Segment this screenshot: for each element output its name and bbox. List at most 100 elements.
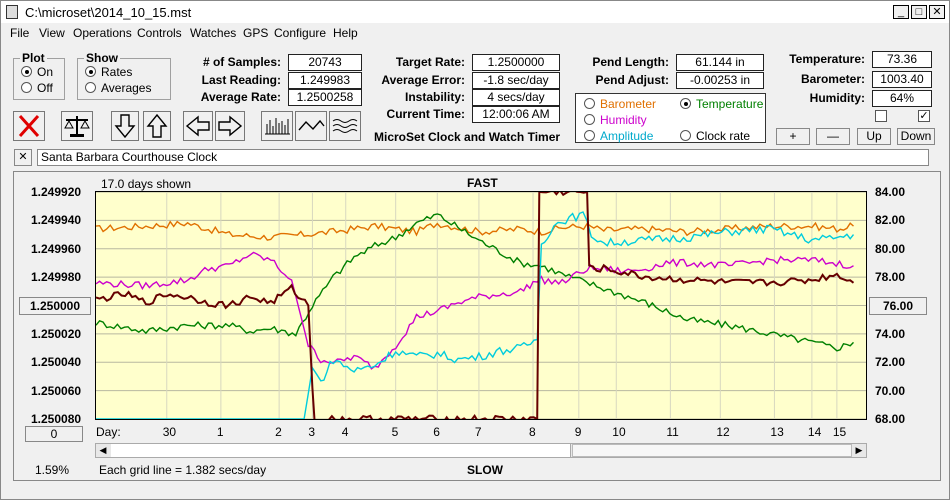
right-checkbox[interactable]: ✓ <box>918 110 930 122</box>
show-averages-radio[interactable]: Averages <box>85 81 151 95</box>
scroll-left-icon[interactable]: ◀ <box>99 445 107 455</box>
radio-dot-icon <box>85 82 96 93</box>
instability-label: Instability: <box>404 90 465 104</box>
legend-clock-rate-radio[interactable]: Clock rate <box>680 129 750 143</box>
legend-clock-rate-label: Clock rate <box>696 129 751 143</box>
x-axis-tick: 12 <box>716 425 730 439</box>
menu-help[interactable]: Help <box>333 26 358 40</box>
left-axis-tick: 1.250080 <box>31 412 82 426</box>
last-reading-value: 1.249983 <box>288 72 362 89</box>
arrow-right-icon <box>218 115 243 137</box>
menu-bar: File View Operations Controls Watches GP… <box>1 23 949 43</box>
arrow-down-button[interactable] <box>111 111 139 141</box>
average-error-value: -1.8 sec/day <box>472 72 560 89</box>
plot-off-label: Off <box>37 81 53 95</box>
scrollbar-thumb[interactable] <box>572 444 852 457</box>
left-axis-tick: 1.250020 <box>31 326 82 341</box>
menu-gps[interactable]: GPS <box>243 26 269 40</box>
reset-button[interactable] <box>13 111 45 141</box>
menu-view[interactable]: View <box>39 26 65 40</box>
humidity-label: Humidity: <box>809 91 865 105</box>
x-axis-tick: 5 <box>391 425 399 439</box>
humidity-value: 64% <box>872 90 932 107</box>
series-line-amplitude <box>96 211 855 420</box>
legend-temperature-radio[interactable]: Temperature <box>680 97 763 111</box>
right-cursor-value[interactable]: 76.00 <box>869 297 927 315</box>
show-rates-radio[interactable]: Rates <box>85 65 132 79</box>
bar-graph-icon <box>265 118 290 135</box>
series-line-clock-rate <box>95 188 855 424</box>
temperature-value: 73.36 <box>872 51 932 68</box>
average-rate-value: 1.2500258 <box>288 89 362 106</box>
day-offset-button[interactable]: 0 <box>25 426 83 442</box>
legend-temperature-label: Temperature <box>696 97 764 111</box>
plus-button[interactable]: + <box>776 128 810 145</box>
x-axis-tick: 8 <box>529 425 536 439</box>
balance-scale-icon <box>64 116 90 137</box>
samples-value: 20743 <box>288 54 362 71</box>
app-title-label: MicroSet Clock and Watch Timer <box>374 130 561 144</box>
scroll-right-icon[interactable]: ▶ <box>855 445 863 455</box>
legend-amplitude-label: Amplitude <box>600 129 654 143</box>
menu-controls[interactable]: Controls <box>137 26 182 40</box>
window-title: C:\microset\2014_10_15.mst <box>25 5 192 20</box>
current-time-label: Current Time: <box>386 107 465 121</box>
plot-on-radio[interactable]: On <box>21 65 53 79</box>
chart-plot-area[interactable] <box>95 188 867 424</box>
right-axis-tick: 68.00 <box>875 412 906 426</box>
pend-adjust-value: -0.00253 in <box>676 72 764 89</box>
menu-watches[interactable]: Watches <box>190 26 237 40</box>
arrow-right-button[interactable] <box>215 111 245 141</box>
arrow-up-button[interactable] <box>143 111 171 141</box>
arrow-left-button[interactable] <box>183 111 213 141</box>
bars-view-button[interactable] <box>261 111 293 141</box>
minus-button[interactable]: — <box>816 128 850 145</box>
balance-button[interactable] <box>61 111 93 141</box>
average-error-label: Average Error: <box>381 73 465 87</box>
legend-barometer-radio[interactable]: Barometer <box>584 97 656 111</box>
pend-length-label: Pend Length: <box>592 55 669 69</box>
instability-value: 4 secs/day <box>472 89 560 106</box>
menu-operations[interactable]: Operations <box>73 26 132 40</box>
plot-group-title: Plot <box>20 51 47 65</box>
series-line-temperature <box>95 213 855 352</box>
wave-lines-icon <box>332 119 358 133</box>
menu-file[interactable]: File <box>10 26 30 40</box>
arrow-left-icon <box>185 115 210 137</box>
right-axis-tick: 74.00 <box>875 326 906 341</box>
radio-dot-icon <box>85 66 96 77</box>
minimize-button[interactable]: _ <box>893 5 909 19</box>
legend-humidity-label: Humidity <box>600 113 647 127</box>
radio-dot-icon <box>584 130 595 141</box>
up-button[interactable]: Up <box>857 128 891 145</box>
radio-dot-icon <box>584 114 595 125</box>
left-axis-tick: 1.249940 <box>31 213 82 228</box>
wave-view-button[interactable] <box>329 111 361 141</box>
down-button[interactable]: Down <box>897 128 935 145</box>
left-axis-tick: 1.249920 <box>31 185 82 199</box>
series-line-barometer <box>95 220 854 241</box>
close-button[interactable]: ✕ <box>929 5 945 19</box>
fast-label: FAST <box>467 176 498 190</box>
pend-length-value: 61.144 in <box>676 54 764 71</box>
left-axis-tick: 1.249980 <box>31 270 82 285</box>
clear-name-button[interactable]: ✕ <box>14 149 32 166</box>
target-rate-label: Target Rate: <box>395 55 465 69</box>
red-x-icon <box>18 114 40 138</box>
target-rate-value: 1.2500000 <box>472 54 560 71</box>
clock-name-input[interactable]: Santa Barbara Courthouse Clock <box>37 149 929 166</box>
left-checkbox[interactable] <box>875 110 887 122</box>
menu-configure[interactable]: Configure <box>274 26 327 40</box>
legend-humidity-radio[interactable]: Humidity <box>584 113 647 127</box>
maximize-button[interactable]: □ <box>911 5 927 19</box>
arrow-down-icon <box>114 114 136 139</box>
legend-amplitude-radio[interactable]: Amplitude <box>584 129 653 143</box>
plot-off-radio[interactable]: Off <box>21 81 53 95</box>
chart-scrollbar[interactable]: ◀ ▶ <box>95 443 867 458</box>
line-view-button[interactable] <box>295 111 327 141</box>
left-cursor-value[interactable]: 1.250000 <box>19 297 91 315</box>
scrollbar-track[interactable] <box>111 444 571 457</box>
right-axis-tick: 82.00 <box>875 213 906 228</box>
percent-label: 1.59% <box>35 463 70 477</box>
arrow-up-icon <box>146 113 168 138</box>
